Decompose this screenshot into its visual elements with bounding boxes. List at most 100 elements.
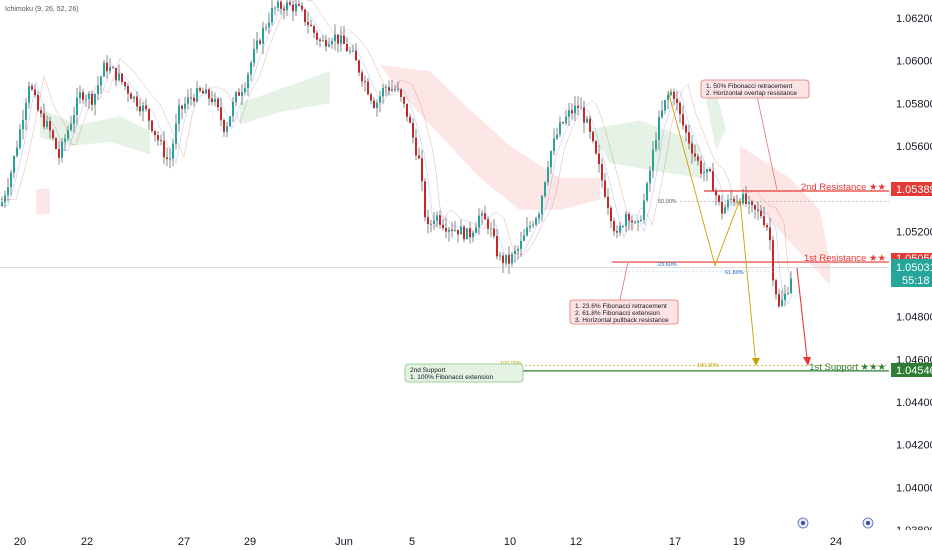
candle-body (748, 201, 750, 204)
candle-body (283, 8, 285, 11)
candle-body (466, 228, 468, 240)
candle-body (412, 122, 414, 138)
x-tick-label: 5 (409, 536, 415, 548)
annotation-resistance1: 1. 23.6% Fibonacci retracement 2. 61.8% … (569, 261, 679, 325)
candle-body (337, 34, 339, 44)
candle-body (46, 121, 48, 127)
candle-body (76, 97, 78, 116)
eye-icon[interactable] (797, 517, 809, 529)
event-flag-icon[interactable] (862, 517, 874, 529)
candle-body (145, 105, 147, 110)
candle-body (685, 125, 687, 133)
candle-body (571, 110, 573, 114)
candle-body (754, 205, 756, 210)
candle-body (631, 220, 633, 223)
candle-body (310, 24, 312, 27)
fib-arrowhead (752, 358, 760, 366)
projection-arrowhead (803, 357, 811, 366)
candle-body (607, 196, 609, 208)
candle-body (508, 254, 510, 264)
candle-body (433, 220, 435, 224)
candle-body (718, 195, 720, 202)
candle-body (358, 60, 360, 73)
candle-body (583, 107, 585, 123)
candle-body (118, 73, 120, 81)
candle-body (592, 131, 594, 142)
candle-body (100, 76, 102, 86)
candle-body (610, 207, 612, 222)
fib-label-50: 50.00% (658, 199, 677, 205)
base-line (0, 0, 793, 291)
candle-body (733, 198, 735, 203)
candle-body (406, 103, 408, 117)
candle-body (445, 228, 447, 232)
candle-body (391, 89, 393, 91)
candle-body (220, 107, 222, 121)
candle-body (766, 225, 768, 228)
y-tick-label: 1.06200 (896, 13, 932, 25)
candle-body (418, 155, 420, 159)
candle-body (142, 105, 144, 112)
candle-body (214, 98, 216, 102)
candle-body (133, 96, 135, 99)
candle-body (646, 183, 648, 201)
x-tick-label: 10 (504, 536, 516, 548)
candle-body (727, 199, 729, 208)
conversion-line (0, 4, 793, 305)
candle-body (430, 223, 432, 225)
candle-body (541, 196, 543, 215)
candle-body (154, 131, 156, 136)
candle-body (751, 201, 753, 206)
fib-label-100-b: 100.00% (697, 363, 719, 369)
x-tick-label: 19 (733, 536, 745, 548)
candle-body (460, 226, 462, 235)
last-price-value: 1.05031 (896, 262, 932, 274)
candle-body (496, 236, 498, 257)
candle-body (688, 132, 690, 144)
candle-body (253, 48, 255, 63)
candle-body (730, 198, 732, 200)
candle-body (613, 221, 615, 232)
candle-body (589, 118, 591, 132)
annotation-resistance1-line3: 3. Horizontal pullback resistance (575, 317, 669, 324)
candle-body (256, 40, 258, 49)
candle-body (550, 151, 552, 168)
candle-body (202, 90, 204, 94)
candle-body (523, 235, 525, 241)
candle-body (211, 98, 213, 102)
candle-body (535, 218, 537, 225)
candle-body (136, 96, 138, 107)
candle-body (196, 88, 198, 102)
candle-body (322, 40, 324, 42)
candle-body (172, 143, 174, 159)
candle-body (106, 62, 108, 72)
candle-body (565, 116, 567, 124)
candle-body (559, 122, 561, 135)
candle-body (13, 156, 15, 173)
candle-body (649, 170, 651, 184)
candle-body (82, 92, 84, 100)
annotation-resistance1-line2: 2. 61.8% Fibonacci extension (575, 310, 660, 317)
x-tick-label: 12 (570, 536, 582, 548)
candle-body (289, 2, 291, 5)
candle-body (274, 7, 276, 9)
y-tick-label: 1.05200 (896, 226, 932, 238)
candle-body (37, 95, 39, 111)
x-tick-label: 22 (81, 536, 93, 548)
candle-body (745, 193, 747, 204)
candle-body (403, 97, 405, 104)
candle-body (484, 213, 486, 220)
time-axis[interactable] (0, 530, 932, 550)
badge-resistance2: 1.05389 (891, 182, 932, 196)
candle-body (160, 140, 162, 141)
y-tick-label: 1.04200 (896, 440, 932, 452)
candlestick-series (1, 0, 792, 309)
candle-body (487, 219, 489, 229)
candle-body (763, 216, 765, 225)
candle-body (616, 231, 618, 233)
candle-body (226, 126, 228, 132)
candle-body (697, 156, 699, 161)
fib-drawings (505, 90, 889, 367)
candle-body (661, 110, 663, 118)
